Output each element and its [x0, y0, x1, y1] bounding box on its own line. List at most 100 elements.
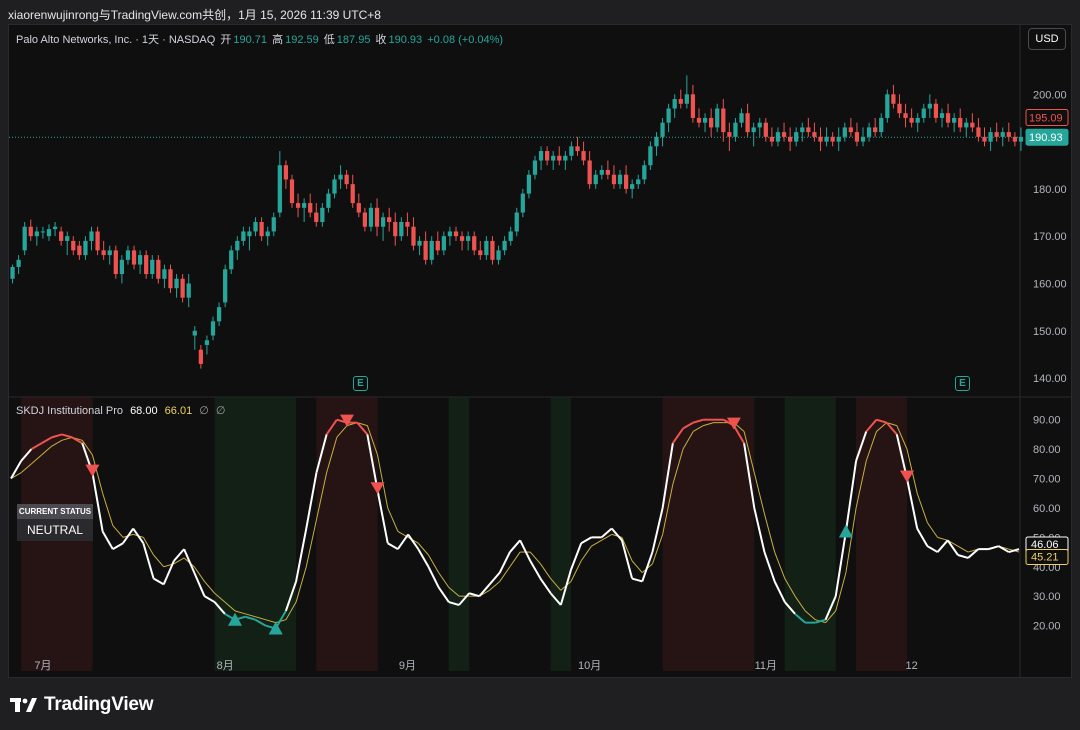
candle-body: [89, 231, 94, 241]
candle-body: [435, 240, 440, 251]
skdj-k-line: [356, 421, 369, 436]
candle-body: [308, 203, 313, 213]
skdj-k-line: [651, 507, 664, 553]
candle-body: [496, 250, 501, 260]
skdj-d-line: [835, 572, 847, 612]
oversold-zone: [448, 397, 470, 671]
candle-body: [131, 250, 137, 265]
candle-body: [994, 132, 999, 137]
skdj-d-line: [265, 619, 276, 624]
candle-body: [976, 127, 981, 137]
candle-body: [909, 117, 914, 123]
skdj-d-line: [305, 519, 317, 567]
skdj-k-line: [967, 548, 979, 559]
candle-body: [332, 179, 337, 194]
price-axis-tick-label: 170.00: [1033, 231, 1067, 243]
candle-body: [642, 165, 647, 180]
chart-canvas[interactable]: 140.00150.00160.00170.00180.00190.00200.…: [9, 25, 1073, 679]
candle-body: [769, 136, 775, 142]
time-axis-tick-label: 11月: [755, 660, 777, 672]
symbol-legend: Palo Alto Networks, Inc. · 1天 · NASDAQ 开…: [16, 31, 505, 47]
tradingview-logo[interactable]: TradingView: [10, 694, 154, 716]
candle-body: [939, 113, 945, 118]
candle-body: [879, 117, 884, 133]
skdj-d-line: [448, 586, 460, 597]
symbol-name[interactable]: Palo Alto Networks, Inc. · 1天 · NASDAQ: [16, 34, 216, 46]
indicator-axis-tick-label: 90.00: [1033, 415, 1061, 427]
chart-frame[interactable]: 140.00150.00160.00170.00180.00190.00200.…: [8, 24, 1073, 679]
skdj-k-line: [1008, 548, 1020, 554]
skdj-d-line: [417, 542, 429, 556]
skdj-k-line: [773, 581, 786, 603]
candle-body: [587, 160, 592, 185]
candle-body: [964, 122, 969, 128]
skdj-d-line: [703, 422, 714, 427]
earnings-icon[interactable]: E: [955, 376, 970, 391]
skdj-d-line: [102, 493, 114, 526]
candle-body: [34, 231, 39, 237]
candle-body: [988, 132, 993, 142]
skdj-k-line: [763, 551, 776, 582]
candle-body: [757, 122, 762, 128]
currency-button[interactable]: USD: [1028, 28, 1066, 50]
candle-body: [417, 240, 422, 246]
candle-body: [28, 226, 33, 237]
skdj-k-line: [620, 540, 634, 579]
candle-body: [71, 240, 76, 251]
price-axis-tick-label: 160.00: [1033, 278, 1067, 290]
candle-body: [818, 136, 823, 142]
skdj-k-line: [743, 443, 756, 509]
candle-body: [721, 108, 726, 133]
skdj-k-line: [132, 527, 145, 544]
candle-body: [514, 212, 519, 232]
skdj-k-line: [519, 539, 532, 562]
skdj-d-line: [509, 551, 521, 568]
status-label: CURRENT STATUS: [17, 504, 93, 519]
indicator-axis-tick-label: 30.00: [1033, 591, 1061, 603]
skdj-k-line: [600, 527, 613, 539]
candle-body: [459, 236, 465, 241]
change-value: +0.08 (+0.04%): [427, 34, 504, 46]
skdj-d-line: [580, 545, 592, 562]
buy-signal-marker: [838, 524, 853, 538]
skdj-d-line: [377, 454, 389, 509]
candle-body: [113, 250, 118, 275]
candle-body: [466, 236, 471, 241]
skdj-d-line: [876, 422, 887, 432]
skdj-k-line: [20, 448, 33, 462]
indicator-d-value: 66.01: [164, 405, 193, 417]
candle-body: [405, 222, 410, 227]
skdj-k-line: [71, 436, 83, 445]
skdj-d-line: [794, 595, 806, 612]
sell-signal-marker: [726, 417, 741, 430]
candle-body: [271, 217, 276, 232]
candle-body: [739, 113, 744, 123]
indicator-name[interactable]: SKDJ Institutional Pro: [16, 405, 123, 417]
candle-body: [1000, 132, 1005, 137]
skdj-k-line: [407, 533, 420, 550]
candle-body: [903, 113, 908, 118]
earnings-icon[interactable]: E: [353, 376, 368, 391]
candle-body: [684, 94, 689, 104]
candle-body: [478, 250, 483, 256]
candle-body: [715, 108, 720, 128]
skdj-d-line: [855, 460, 867, 509]
candle-body: [380, 217, 386, 227]
skdj-k-line: [376, 490, 389, 544]
candle-body: [860, 136, 866, 142]
skdj-k-line: [284, 581, 298, 612]
header-bar: xiaorenwujinrong与TradingView.com共创，1月 15…: [0, 0, 1080, 24]
skdj-k-line: [671, 427, 684, 444]
skdj-d-line: [489, 581, 501, 591]
skdj-d-line: [366, 425, 379, 456]
candle-body: [22, 226, 27, 251]
candle-body: [289, 179, 295, 204]
skdj-d-line: [51, 439, 63, 447]
candle-body: [210, 321, 216, 336]
candle-body: [702, 117, 708, 123]
candle-body: [599, 169, 604, 175]
skdj-k-line: [397, 533, 409, 550]
candle-body: [362, 212, 368, 227]
candle-body: [484, 240, 489, 256]
footer-bar: TradingView: [0, 678, 1080, 730]
